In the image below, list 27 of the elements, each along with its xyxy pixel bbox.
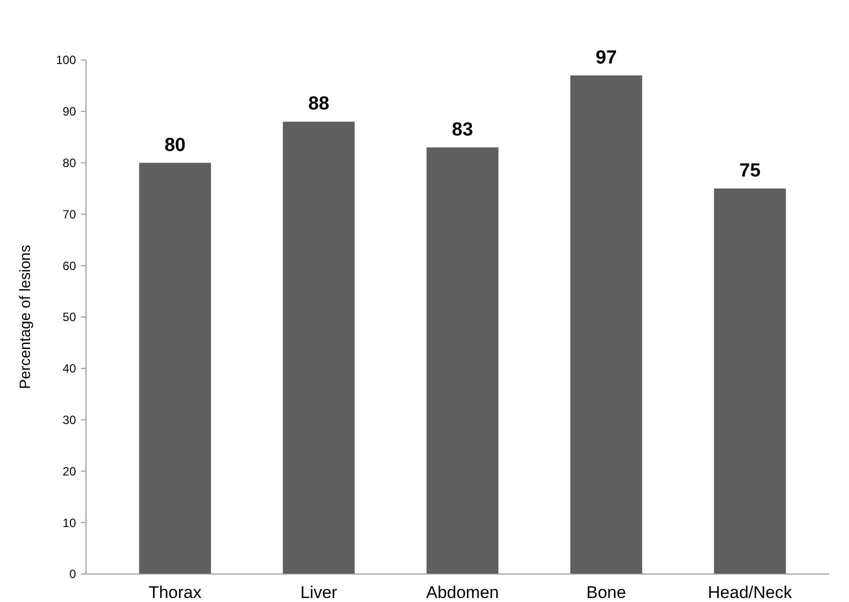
y-tick-label: 10 — [62, 516, 76, 530]
x-tick-label: Thorax — [148, 583, 202, 602]
x-tick-label: Bone — [586, 583, 626, 602]
y-tick-label: 30 — [62, 413, 76, 427]
y-tick-label: 60 — [62, 258, 76, 273]
x-tick-label: Head/Neck — [708, 583, 792, 602]
y-tick-label: 50 — [62, 310, 76, 324]
y-tick-label: 70 — [62, 207, 76, 222]
data-label: 83 — [452, 119, 474, 140]
bar — [714, 188, 786, 574]
bar — [282, 122, 355, 574]
y-tick-label: 20 — [62, 464, 76, 478]
y-tick-label: 100 — [56, 53, 76, 68]
y-tick-label: 0 — [69, 567, 76, 582]
y-axis-title: Percentage of lesions — [17, 244, 34, 390]
y-tick-label: 80 — [62, 156, 76, 170]
x-tick-label: Abdomen — [426, 583, 499, 602]
bar — [139, 162, 211, 574]
bar — [570, 75, 642, 574]
data-label: 97 — [596, 47, 617, 68]
bar — [426, 147, 498, 574]
y-tick-label: 40 — [62, 362, 76, 376]
x-tick-label: Liver — [300, 583, 338, 602]
data-label: 88 — [308, 94, 330, 115]
data-label: 75 — [739, 160, 761, 182]
y-tick-label: 90 — [62, 104, 76, 119]
data-label: 80 — [164, 134, 186, 156]
